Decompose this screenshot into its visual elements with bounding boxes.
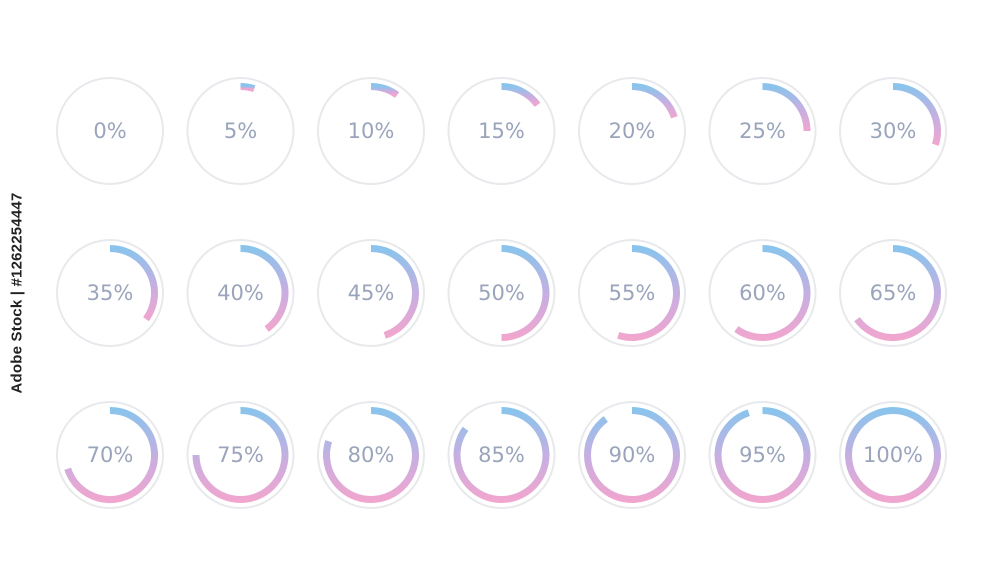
ring-progress-arc [453,407,550,503]
ring-percent-label: 25% [739,119,786,143]
progress-ring-40: 40% [186,239,295,347]
progress-ring-45: 45% [317,239,425,347]
ring-percent-label: 5% [224,119,257,143]
progress-ring-55: 55% [578,239,686,347]
ring-track [56,239,164,347]
ring-track [578,401,686,509]
ring-track [578,239,686,347]
progress-ring-25: 25% [708,77,817,185]
progress-ring-35: 35% [56,239,164,347]
ring-percent-label: 65% [870,281,917,305]
ring-track [186,77,295,185]
ring-track [317,239,425,347]
ring-percent-label: 85% [478,443,525,467]
ring-percent-label: 80% [348,443,395,467]
progress-ring-10: 10% [317,77,425,185]
progress-ring-100: 100% [839,401,947,509]
progress-ring-90: 90% [578,401,686,509]
ring-progress-arc [240,83,256,93]
ring-progress-arc [192,407,289,503]
progress-ring-5: 5% [186,77,295,185]
ring-percent-label: 15% [478,119,525,143]
ring-percent-label: 70% [87,443,134,467]
progress-ring-60: 60% [708,239,817,347]
ring-progress-arc [501,245,550,341]
ring-track [447,401,556,509]
ring-track [839,77,947,185]
ring-progress-arc [584,407,680,503]
stock-watermark: Adobe Stock | #1262254447 [0,0,34,585]
ring-track [186,239,295,347]
ring-progress-arc [240,245,289,332]
ring-progress-arc [762,83,811,132]
ring-percent-label: 55% [609,281,656,305]
watermark-text: Adobe Stock | #1262254447 [8,192,26,393]
progress-ring-85: 85% [447,401,556,509]
ring-percent-label: 35% [87,281,134,305]
progress-ring-65: 65% [839,239,947,347]
ring-percent-label: 95% [739,443,786,467]
ring-percent-label: 45% [348,281,395,305]
progress-ring-95: 95% [708,401,817,509]
ring-progress-arc [501,83,541,108]
progress-ring-20: 20% [578,77,686,185]
ring-percent-label: 100% [863,443,923,467]
ring-track [839,401,947,509]
ring-progress-arc [734,245,811,341]
ring-percent-label: 0% [93,119,126,143]
ring-percent-label: 90% [609,443,656,467]
ring-progress-arc [714,407,811,503]
ring-percent-label: 40% [217,281,264,305]
ring-progress-arc [892,83,941,146]
progress-ring-15: 15% [447,77,556,185]
ring-percent-label: 10% [348,119,395,143]
ring-track [56,401,164,509]
ring-progress-arc [631,83,678,119]
ring-track [56,77,164,185]
ring-track [839,239,947,347]
ring-progress-arc [845,407,941,503]
ring-progress-arc [323,407,419,503]
ring-progress-arc [617,245,680,341]
ring-percent-label: 20% [609,119,656,143]
progress-ring-70: 70% [56,401,164,509]
ring-track [317,401,425,509]
ring-progress-arc [854,245,941,341]
progress-ring-30: 30% [839,77,947,185]
ring-track [708,239,817,347]
ring-track [708,401,817,509]
ring-track [447,77,556,185]
ring-track [447,239,556,347]
ring-progress-arc [370,245,419,339]
ring-track [708,77,817,185]
ring-progress-arc [64,407,158,503]
ring-percent-label: 50% [478,281,525,305]
ring-progress-arc [109,245,158,322]
progress-ring-0: 0% [56,77,164,185]
ring-percent-label: 60% [739,281,786,305]
ring-percent-label: 30% [870,119,917,143]
ring-track [578,77,686,185]
ring-track [317,77,425,185]
ring-progress-arc [370,83,400,98]
progress-ring-50: 50% [447,239,556,347]
ring-percent-label: 75% [217,443,264,467]
progress-ring-75: 75% [186,401,295,509]
progress-ring-80: 80% [317,401,425,509]
ring-track [186,401,295,509]
